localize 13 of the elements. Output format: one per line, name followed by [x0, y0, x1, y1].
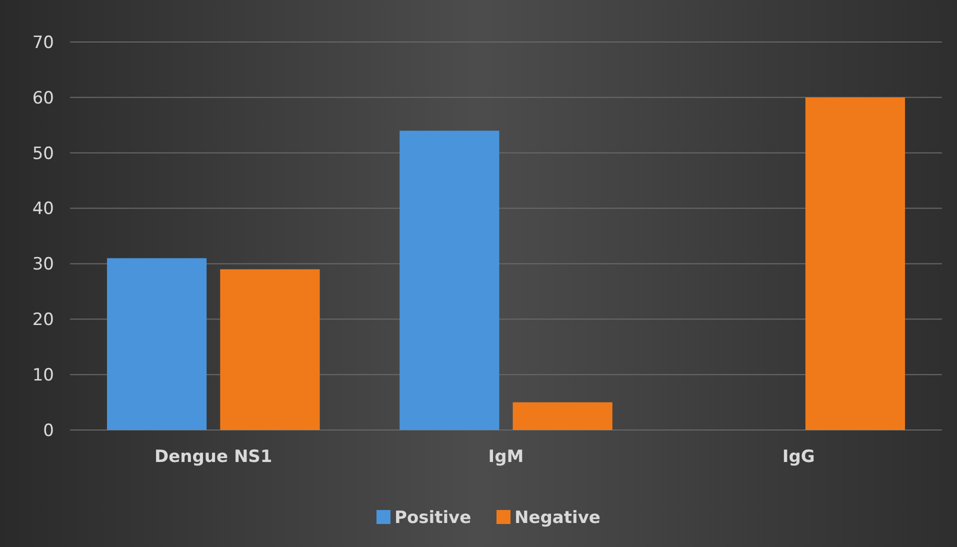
y-tick-label: 50 [32, 144, 54, 164]
legend-label: Negative [514, 508, 600, 528]
y-tick-label: 70 [32, 32, 54, 53]
x-tick-label: Dengue NS1 [154, 447, 272, 467]
y-tick-label: 30 [32, 254, 54, 275]
legend-label: Positive [394, 508, 472, 528]
y-tick-label: 40 [32, 199, 54, 220]
x-tick-label: IgG [782, 447, 815, 467]
x-tick-label: IgM [488, 447, 524, 467]
y-tick-label: 0 [43, 420, 54, 441]
y-tick-label: 10 [32, 366, 54, 386]
y-tick-label: 20 [32, 310, 54, 330]
y-tick-label: 60 [32, 88, 54, 108]
